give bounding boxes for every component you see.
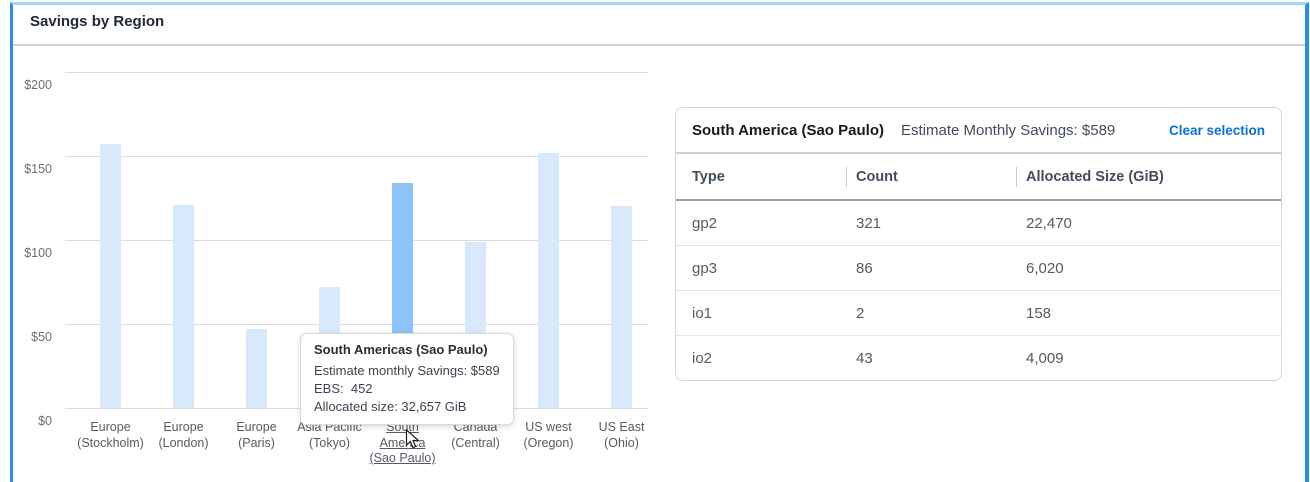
tooltip-title: South Americas (Sao Paulo) [314,342,488,357]
y-axis-tick-150: $150 [24,162,52,176]
cell-count: 86 [856,259,873,277]
cell-count: 2 [856,304,865,322]
tooltip-ebs-line: EBS: 452 [314,381,373,396]
y-axis-tick-100: $100 [24,246,52,260]
x-axis-label-south-america-sao-paulo[interactable]: South America (Sao Paulo) [366,420,439,467]
x-axis-label-us-west-oregon[interactable]: US west (Oregon) [512,420,585,467]
x-axis-label-line: Europe [163,420,204,434]
x-axis-label-canada-central[interactable]: Canada (Central) [439,420,512,467]
cell-count: 321 [856,214,882,232]
table-row: gp3 86 6,020 [676,246,1281,291]
selection-panel-header: South America (Sao Paulo) Estimate Month… [676,108,1281,154]
column-header-count: Count [846,169,1016,185]
chart-tooltip: South Americas (Sao Paulo) Estimate mont… [300,333,514,425]
table-header-row: Type Count Allocated Size (GiB) [676,154,1281,201]
bar-us-west-oregon[interactable] [538,152,559,408]
bar-europe-london[interactable] [173,204,194,408]
x-axis-label-line: (Ohio) [604,435,639,450]
clear-selection-link[interactable]: Clear selection [1168,122,1265,138]
x-axis-label-line: (Paris) [238,435,275,450]
table-row: io1 2 158 [676,291,1281,336]
tooltip-allocated-line: Allocated size: 32,657 GiB [314,399,467,414]
cell-type: gp2 [692,214,718,232]
bar-europe-stockholm[interactable] [100,144,121,408]
bar-us-east-ohio[interactable] [611,206,632,408]
y-axis-tick-200: $200 [24,78,52,92]
gridline-100 [65,240,648,241]
cell-allocated-size: 22,470 [1026,214,1072,232]
table-row: io2 43 4,009 [676,336,1281,380]
x-axis-label-line: (Sao Paulo) [369,451,436,465]
x-axis-label-us-east-ohio[interactable]: US East (Ohio) [585,420,658,467]
cell-count: 43 [856,349,873,367]
card-header-divider [13,44,1305,46]
x-axis-label-europe-paris[interactable]: Europe (Paris) [220,420,293,467]
x-axis-label-line: US East [598,420,645,434]
column-header-allocated-size: Allocated Size (GiB) [1016,169,1281,185]
x-axis-label-europe-london[interactable]: Europe (London) [147,420,220,467]
selected-region-title: South America (Sao Paulo) [692,121,884,139]
x-axis-label-line: (Stockholm) [77,435,144,450]
cell-type: io1 [692,304,713,322]
table-row: gp2 321 22,470 [676,201,1281,246]
x-axis-label-line: US west [525,420,572,434]
x-axis-label-europe-stockholm[interactable]: Europe (Stockholm) [74,420,147,467]
gridline-50 [65,324,648,325]
cell-allocated-size: 4,009 [1026,349,1064,367]
y-axis-tick-0: $0 [38,414,52,428]
cell-type: io2 [692,349,713,367]
page-title: Savings by Region [30,13,165,30]
gridline-200 [65,72,648,73]
x-axis-label-line: (Central) [451,435,500,450]
cell-allocated-size: 158 [1026,304,1052,322]
selected-region-savings: Estimate Monthly Savings: $589 [900,121,1116,139]
x-axis-label-line: Europe [90,420,131,434]
column-header-type: Type [692,168,725,185]
x-axis-label-line: (London) [158,435,209,450]
x-axis-label-line: Europe [236,420,277,434]
bar-europe-paris[interactable] [246,329,267,408]
x-axis-label-line: (Tokyo) [309,435,350,450]
gridline-150 [65,156,648,157]
x-axis: Europe (Stockholm) Europe (London) Europe (Pa… [74,420,658,467]
tooltip-savings-line: Estimate monthly Savings: $589 [314,363,500,378]
selection-detail-panel: South America (Sao Paulo) Estimate Month… [675,107,1282,381]
y-axis-tick-50: $50 [31,330,52,344]
x-axis-label-line: (Oregon) [523,435,574,450]
cell-type: gp3 [692,259,718,277]
x-axis-label-asia-pacific-tokyo[interactable]: Asia Pacific (Tokyo) [293,420,366,467]
cell-allocated-size: 6,020 [1026,259,1064,277]
mouse-cursor-icon [405,428,421,455]
